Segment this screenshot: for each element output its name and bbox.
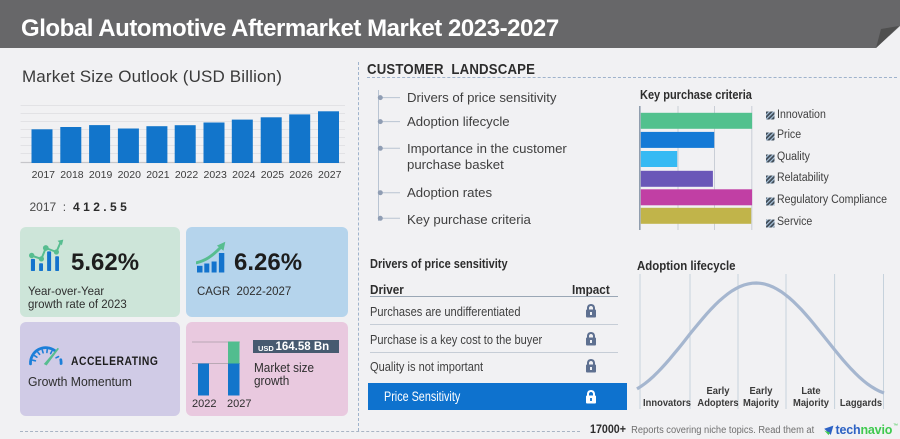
svg-text:navio: navio <box>861 423 893 437</box>
svg-text:tech: tech <box>836 423 861 437</box>
svg-text:™: ™ <box>893 423 898 429</box>
